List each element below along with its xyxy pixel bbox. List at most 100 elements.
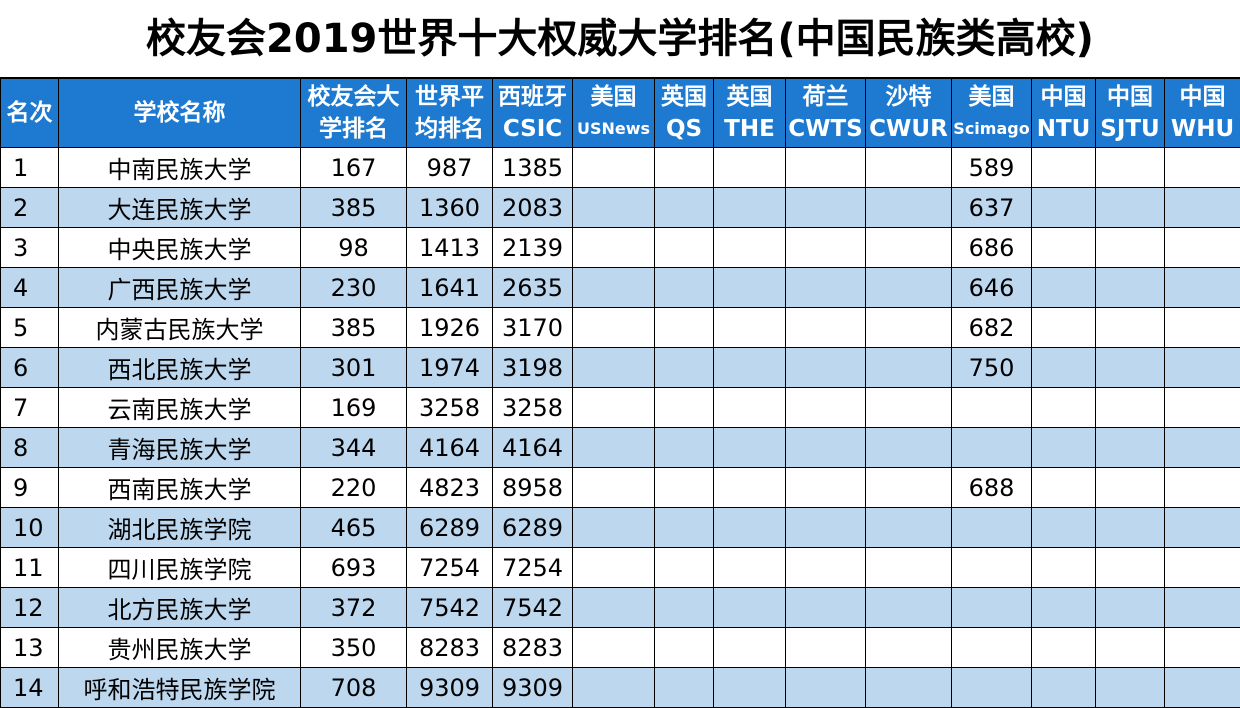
ranking-value-cell: 589	[952, 148, 1032, 188]
column-header-line1: 英国	[655, 81, 713, 113]
ranking-value-cell: 4164	[493, 428, 573, 468]
ranking-value-cell	[952, 588, 1032, 628]
column-header-line1: 名次	[1, 81, 58, 145]
ranking-value-cell: 230	[301, 268, 407, 308]
ranking-value-cell	[866, 428, 952, 468]
ranking-value-cell	[1165, 268, 1240, 308]
ranking-value-cell	[655, 308, 714, 348]
ranking-value-cell: 2139	[493, 228, 573, 268]
ranking-value-cell	[866, 148, 952, 188]
ranking-value-cell	[1096, 668, 1165, 708]
ranking-value-cell: 7254	[407, 548, 493, 588]
ranking-value-cell	[1165, 668, 1240, 708]
ranking-value-cell	[1165, 468, 1240, 508]
ranking-value-cell: 372	[301, 588, 407, 628]
ranking-value-cell	[1165, 508, 1240, 548]
ranking-value-cell	[1096, 588, 1165, 628]
ranking-value-cell	[714, 388, 786, 428]
column-header-line2: CWUR	[866, 113, 951, 145]
ranking-value-cell	[655, 628, 714, 668]
ranking-value-cell	[1165, 588, 1240, 628]
ranking-value-cell: 98	[301, 228, 407, 268]
ranking-value-cell	[1096, 468, 1165, 508]
school-name-cell: 四川民族学院	[59, 548, 301, 588]
ranking-value-cell: 1641	[407, 268, 493, 308]
ranking-value-cell	[1165, 188, 1240, 228]
column-header-line1: 校友会大	[301, 81, 406, 113]
ranking-value-cell: 7254	[493, 548, 573, 588]
ranking-value-cell: 1360	[407, 188, 493, 228]
column-header: 学校名称	[59, 79, 301, 148]
ranking-value-cell	[952, 508, 1032, 548]
ranking-value-cell: 465	[301, 508, 407, 548]
ranking-value-cell	[1032, 548, 1096, 588]
ranking-value-cell	[1096, 228, 1165, 268]
ranking-value-cell	[655, 148, 714, 188]
ranking-value-cell: 385	[301, 308, 407, 348]
ranking-value-cell	[1032, 268, 1096, 308]
page-title: 校友会2019世界十大权威大学排名(中国民族类高校)	[0, 0, 1240, 78]
ranking-value-cell	[1096, 508, 1165, 548]
rank-cell: 11	[1, 548, 59, 588]
column-header-line2: CWTS	[786, 113, 865, 145]
ranking-value-cell: 1385	[493, 148, 573, 188]
ranking-value-cell	[714, 508, 786, 548]
column-header: 世界平均排名	[407, 79, 493, 148]
ranking-value-cell	[786, 348, 866, 388]
column-header-line1: 中国	[1096, 81, 1164, 113]
ranking-value-cell	[1032, 308, 1096, 348]
ranking-value-cell	[655, 588, 714, 628]
ranking-value-cell	[714, 428, 786, 468]
ranking-value-cell	[714, 468, 786, 508]
ranking-value-cell	[714, 628, 786, 668]
column-header-line2: 学排名	[301, 113, 406, 145]
ranking-value-cell	[714, 228, 786, 268]
ranking-value-cell	[573, 268, 655, 308]
ranking-value-cell	[1096, 188, 1165, 228]
ranking-value-cell	[1032, 508, 1096, 548]
column-header-line1: 西班牙	[493, 81, 572, 113]
column-header-line1: 英国	[714, 81, 785, 113]
ranking-value-cell: 220	[301, 468, 407, 508]
ranking-value-cell	[655, 508, 714, 548]
school-name-cell: 云南民族大学	[59, 388, 301, 428]
ranking-value-cell	[866, 588, 952, 628]
ranking-value-cell	[714, 188, 786, 228]
ranking-value-cell	[1165, 548, 1240, 588]
ranking-value-cell	[1096, 548, 1165, 588]
column-header-line2: THE	[714, 113, 785, 145]
school-name-cell: 北方民族大学	[59, 588, 301, 628]
ranking-value-cell: 169	[301, 388, 407, 428]
ranking-value-cell: 4823	[407, 468, 493, 508]
ranking-value-cell: 688	[952, 468, 1032, 508]
ranking-value-cell	[786, 668, 866, 708]
ranking-value-cell: 750	[952, 348, 1032, 388]
ranking-value-cell: 686	[952, 228, 1032, 268]
ranking-value-cell: 2635	[493, 268, 573, 308]
ranking-value-cell	[714, 548, 786, 588]
rank-cell: 7	[1, 388, 59, 428]
ranking-value-cell	[1032, 348, 1096, 388]
ranking-value-cell	[1032, 428, 1096, 468]
ranking-value-cell	[1165, 308, 1240, 348]
ranking-value-cell	[786, 548, 866, 588]
ranking-value-cell: 8283	[493, 628, 573, 668]
ranking-value-cell	[1032, 148, 1096, 188]
ranking-value-cell	[1096, 148, 1165, 188]
ranking-value-cell	[573, 308, 655, 348]
ranking-value-cell	[866, 548, 952, 588]
column-header-line2: WHU	[1165, 113, 1240, 145]
column-header-line1: 学校名称	[59, 81, 300, 145]
ranking-value-cell	[1096, 428, 1165, 468]
ranking-value-cell	[786, 628, 866, 668]
ranking-value-cell	[952, 428, 1032, 468]
